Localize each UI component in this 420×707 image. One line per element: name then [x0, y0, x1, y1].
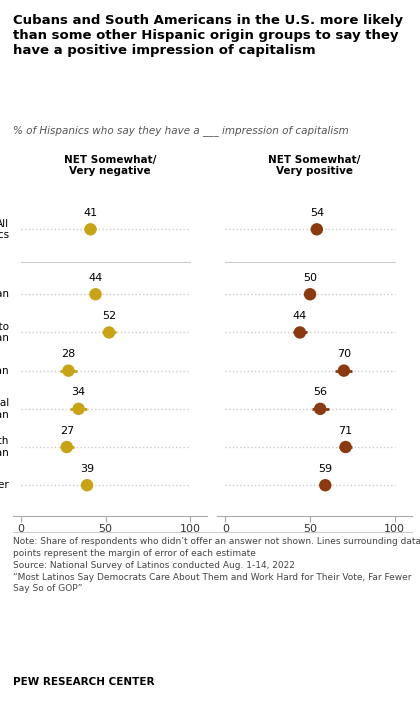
Text: Puerto
Rican: Puerto Rican	[0, 322, 9, 344]
Text: 27: 27	[60, 426, 74, 436]
Text: Cuban: Cuban	[0, 366, 9, 375]
Text: 52: 52	[102, 311, 116, 321]
Text: PEW RESEARCH CENTER: PEW RESEARCH CENTER	[13, 677, 154, 686]
Point	[322, 479, 328, 491]
Point	[317, 403, 323, 414]
Text: All
Hispanics: All Hispanics	[0, 218, 9, 240]
Text: 44: 44	[88, 273, 102, 283]
Text: 39: 39	[80, 464, 94, 474]
Text: Other: Other	[0, 480, 9, 490]
Text: 34: 34	[71, 387, 86, 397]
Text: Cubans and South Americans in the U.S. more likely
than some other Hispanic orig: Cubans and South Americans in the U.S. m…	[13, 14, 403, 57]
Text: % of Hispanics who say they have a ___ impression of capitalism: % of Hispanics who say they have a ___ i…	[13, 126, 348, 136]
Text: 28: 28	[61, 349, 76, 359]
Text: 70: 70	[337, 349, 351, 359]
Point	[84, 479, 90, 491]
Text: NET Somewhat/
Very positive: NET Somewhat/ Very positive	[268, 155, 360, 176]
Point	[341, 365, 347, 376]
Point	[342, 441, 349, 452]
Point	[297, 327, 303, 338]
Text: 59: 59	[318, 464, 332, 474]
Text: 54: 54	[310, 208, 324, 218]
Text: 44: 44	[293, 311, 307, 321]
Point	[106, 327, 113, 338]
Text: 50: 50	[303, 273, 317, 283]
Point	[92, 288, 99, 300]
Text: South
American: South American	[0, 436, 9, 458]
Text: Central
American: Central American	[0, 398, 9, 420]
Point	[307, 288, 313, 300]
Point	[75, 403, 82, 414]
Text: 41: 41	[84, 208, 97, 218]
Point	[65, 365, 72, 376]
Text: NET Somewhat/
Very negative: NET Somewhat/ Very negative	[64, 155, 156, 176]
Text: 71: 71	[339, 426, 353, 436]
Text: Mexican: Mexican	[0, 289, 9, 299]
Text: 56: 56	[313, 387, 327, 397]
Text: Note: Share of respondents who didn’t offer an answer not shown. Lines surroundi: Note: Share of respondents who didn’t of…	[13, 537, 420, 593]
Point	[87, 223, 94, 235]
Point	[313, 223, 320, 235]
Point	[63, 441, 70, 452]
